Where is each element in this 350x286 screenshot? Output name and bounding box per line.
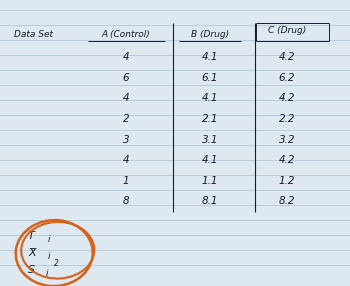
Text: 2: 2 (123, 114, 129, 124)
Text: 4: 4 (123, 94, 129, 103)
Text: Data Set: Data Set (14, 30, 53, 39)
Text: 4: 4 (123, 155, 129, 165)
Text: 1: 1 (123, 176, 129, 186)
Text: 4.2: 4.2 (279, 52, 295, 62)
Text: 2: 2 (54, 259, 59, 269)
Text: 3: 3 (123, 135, 129, 144)
Text: A (Control): A (Control) (102, 30, 150, 39)
Text: 4.2: 4.2 (279, 94, 295, 103)
Text: 2.2: 2.2 (279, 114, 295, 124)
Text: i: i (47, 235, 50, 244)
Text: 1.2: 1.2 (279, 176, 295, 186)
Text: 3.2: 3.2 (279, 135, 295, 144)
Text: 6: 6 (123, 73, 129, 83)
Text: S: S (28, 265, 35, 275)
Text: 6.2: 6.2 (279, 73, 295, 83)
Text: 4.1: 4.1 (202, 155, 218, 165)
Text: 4.1: 4.1 (202, 94, 218, 103)
Text: i: i (46, 269, 48, 278)
Text: 8: 8 (123, 196, 129, 206)
Text: B (Drug): B (Drug) (191, 30, 229, 39)
Text: 4.2: 4.2 (279, 155, 295, 165)
Text: 1.1: 1.1 (202, 176, 218, 186)
Text: T: T (28, 231, 35, 241)
Text: 2.1: 2.1 (202, 114, 218, 124)
Text: 4.1: 4.1 (202, 52, 218, 62)
Text: 8.1: 8.1 (202, 196, 218, 206)
Text: 4: 4 (123, 52, 129, 62)
Text: 6.1: 6.1 (202, 73, 218, 83)
Text: i: i (47, 252, 50, 261)
Text: X̅: X̅ (28, 248, 36, 258)
Text: 8.2: 8.2 (279, 196, 295, 206)
Text: 3.1: 3.1 (202, 135, 218, 144)
Text: C (Drug): C (Drug) (268, 25, 306, 35)
